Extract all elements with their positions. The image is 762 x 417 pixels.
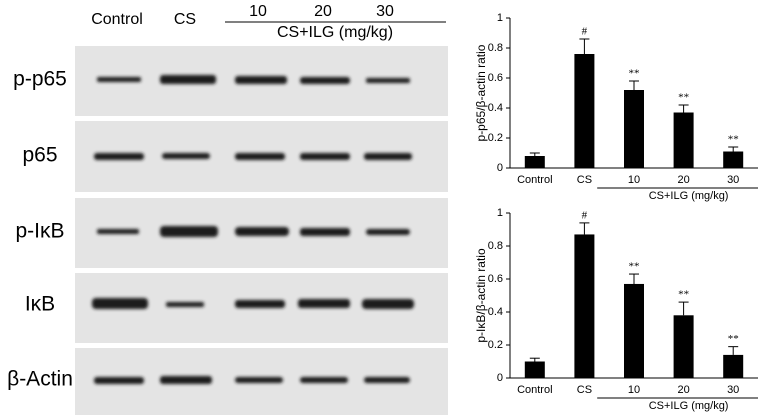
y-tick-label: 0.6 [488, 273, 503, 285]
band [300, 377, 348, 383]
band [235, 76, 287, 84]
band [162, 153, 210, 159]
y-tick-label: 0.4 [488, 306, 503, 318]
band [160, 226, 218, 237]
x-tick-label: 30 [727, 174, 739, 186]
band [300, 77, 350, 84]
y-tick-label: 0.6 [488, 72, 503, 84]
x-tick-label: 10 [628, 384, 640, 396]
band [366, 229, 410, 235]
y-tick-label: 1 [497, 12, 503, 24]
band [235, 377, 283, 383]
x-tick-label: Control [517, 384, 552, 396]
band [97, 229, 139, 234]
band [362, 299, 414, 309]
bar [624, 283, 644, 378]
band [364, 153, 412, 160]
row-label: p-p65 [13, 68, 67, 91]
row-label: IκB [25, 293, 55, 316]
x-tick-label: 10 [628, 174, 640, 186]
bar [723, 354, 744, 378]
bar [673, 315, 694, 378]
x-tick-label: 30 [727, 384, 739, 396]
y-tick-label: 0 [497, 162, 503, 174]
annotation: ** [678, 289, 689, 301]
annotation: # [582, 209, 588, 221]
bar [673, 112, 694, 168]
bar [574, 54, 595, 168]
group-label: CS+ILG (mg/kg) [649, 400, 729, 412]
y-tick-label: 0.8 [488, 240, 503, 252]
y-tick-label: 0.2 [488, 339, 503, 351]
y-tick-label: 0 [497, 372, 503, 384]
y-tick-label: 0.4 [488, 102, 503, 114]
annotation: ** [629, 261, 640, 273]
bar [723, 151, 744, 168]
x-tick-label: CS [577, 384, 592, 396]
y-axis-label: p-p65/β-actin ratio [474, 44, 488, 141]
column-label: 30 [376, 3, 394, 20]
y-tick-label: 1 [497, 207, 503, 219]
x-tick-label: 20 [677, 174, 689, 186]
column-label: 10 [249, 3, 267, 20]
band [366, 78, 410, 83]
band [364, 377, 410, 383]
annotation: ** [728, 134, 739, 146]
band [160, 376, 212, 384]
y-tick-label: 0.8 [488, 42, 503, 54]
band [166, 302, 204, 307]
row-label: β-Actin [7, 368, 73, 391]
band [235, 153, 285, 160]
y-axis-label: p-IκB/β-actin ratio [474, 248, 488, 343]
column-label: 20 [314, 3, 332, 20]
column-label: CS [174, 11, 196, 28]
band [300, 228, 350, 236]
band [235, 300, 285, 308]
row-label: p65 [22, 144, 57, 167]
annotation: # [582, 26, 588, 38]
band [94, 153, 144, 160]
bands [92, 75, 414, 384]
band [298, 299, 350, 308]
band [235, 227, 289, 236]
bar [524, 361, 545, 378]
y-tick-label: 0.2 [488, 132, 503, 144]
group-label: CS+ILG (mg/kg) [649, 190, 729, 202]
annotation: ** [629, 68, 640, 80]
row-label: p-IκB [15, 220, 64, 243]
x-tick-label: CS [577, 174, 592, 186]
x-tick-label: 20 [677, 384, 689, 396]
annotation: ** [728, 333, 739, 345]
annotation: ** [678, 92, 689, 104]
group-label: CS+ILG (mg/kg) [277, 24, 393, 41]
bar [624, 90, 644, 168]
band [160, 75, 216, 84]
band [92, 298, 148, 309]
band [97, 77, 141, 82]
bar [574, 234, 595, 378]
band [300, 153, 350, 160]
bar [524, 156, 545, 168]
band [94, 377, 144, 384]
column-label: Control [91, 11, 143, 28]
x-tick-label: Control [517, 174, 552, 186]
